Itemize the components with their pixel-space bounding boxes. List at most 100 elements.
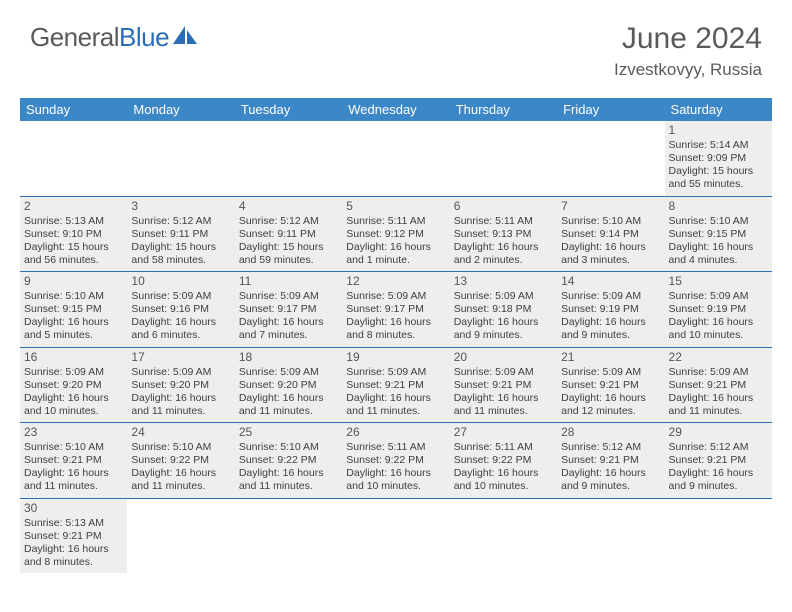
day-header-friday: Friday — [557, 98, 664, 121]
day-cell: 27Sunrise: 5:11 AMSunset: 9:22 PMDayligh… — [450, 423, 557, 498]
day-number: 6 — [454, 199, 553, 214]
empty-cell — [235, 499, 342, 574]
daylight-text: Daylight: 16 hours and 9 minutes. — [454, 316, 553, 342]
daylight-text: Daylight: 16 hours and 7 minutes. — [239, 316, 338, 342]
sunset-text: Sunset: 9:21 PM — [561, 454, 660, 467]
sunrise-text: Sunrise: 5:12 AM — [131, 215, 230, 228]
day-number: 10 — [131, 274, 230, 289]
day-number: 24 — [131, 425, 230, 440]
sunrise-text: Sunrise: 5:12 AM — [669, 441, 768, 454]
daylight-text: Daylight: 16 hours and 10 minutes. — [24, 392, 123, 418]
sunset-text: Sunset: 9:20 PM — [24, 379, 123, 392]
sunset-text: Sunset: 9:22 PM — [454, 454, 553, 467]
day-cell: 13Sunrise: 5:09 AMSunset: 9:18 PMDayligh… — [450, 272, 557, 347]
daylight-text: Daylight: 16 hours and 9 minutes. — [669, 467, 768, 493]
sunrise-text: Sunrise: 5:10 AM — [561, 215, 660, 228]
daylight-text: Daylight: 16 hours and 11 minutes. — [131, 467, 230, 493]
sunrise-text: Sunrise: 5:09 AM — [561, 366, 660, 379]
day-cell: 19Sunrise: 5:09 AMSunset: 9:21 PMDayligh… — [342, 348, 449, 423]
day-cell: 23Sunrise: 5:10 AMSunset: 9:21 PMDayligh… — [20, 423, 127, 498]
daylight-text: Daylight: 16 hours and 12 minutes. — [561, 392, 660, 418]
day-number: 8 — [669, 199, 768, 214]
location: Izvestkovyy, Russia — [614, 60, 762, 80]
daylight-text: Daylight: 16 hours and 11 minutes. — [24, 467, 123, 493]
day-number: 26 — [346, 425, 445, 440]
sunset-text: Sunset: 9:11 PM — [239, 228, 338, 241]
daylight-text: Daylight: 16 hours and 9 minutes. — [561, 316, 660, 342]
empty-cell — [342, 499, 449, 574]
daylight-text: Daylight: 16 hours and 10 minutes. — [669, 316, 768, 342]
sunset-text: Sunset: 9:21 PM — [346, 379, 445, 392]
sunset-text: Sunset: 9:17 PM — [346, 303, 445, 316]
day-cell: 2Sunrise: 5:13 AMSunset: 9:10 PMDaylight… — [20, 197, 127, 272]
sunset-text: Sunset: 9:20 PM — [239, 379, 338, 392]
sunset-text: Sunset: 9:22 PM — [239, 454, 338, 467]
daylight-text: Daylight: 15 hours and 56 minutes. — [24, 241, 123, 267]
sunrise-text: Sunrise: 5:09 AM — [454, 366, 553, 379]
day-header-sunday: Sunday — [20, 98, 127, 121]
sunrise-text: Sunrise: 5:09 AM — [346, 290, 445, 303]
daylight-text: Daylight: 16 hours and 11 minutes. — [346, 392, 445, 418]
sunrise-text: Sunrise: 5:14 AM — [669, 139, 768, 152]
day-cell: 5Sunrise: 5:11 AMSunset: 9:12 PMDaylight… — [342, 197, 449, 272]
day-cell: 8Sunrise: 5:10 AMSunset: 9:15 PMDaylight… — [665, 197, 772, 272]
sunrise-text: Sunrise: 5:09 AM — [561, 290, 660, 303]
sunset-text: Sunset: 9:22 PM — [346, 454, 445, 467]
daylight-text: Daylight: 16 hours and 3 minutes. — [561, 241, 660, 267]
title-block: June 2024 Izvestkovyy, Russia — [614, 22, 762, 80]
empty-cell — [342, 121, 449, 196]
day-number: 17 — [131, 350, 230, 365]
sunrise-text: Sunrise: 5:09 AM — [669, 290, 768, 303]
day-number: 2 — [24, 199, 123, 214]
sunset-text: Sunset: 9:14 PM — [561, 228, 660, 241]
day-number: 29 — [669, 425, 768, 440]
sunset-text: Sunset: 9:17 PM — [239, 303, 338, 316]
empty-cell — [557, 121, 664, 196]
sunrise-text: Sunrise: 5:10 AM — [24, 290, 123, 303]
empty-cell — [127, 499, 234, 574]
sunset-text: Sunset: 9:12 PM — [346, 228, 445, 241]
daylight-text: Daylight: 16 hours and 6 minutes. — [131, 316, 230, 342]
sunrise-text: Sunrise: 5:10 AM — [24, 441, 123, 454]
day-cell: 9Sunrise: 5:10 AMSunset: 9:15 PMDaylight… — [20, 272, 127, 347]
day-cell: 14Sunrise: 5:09 AMSunset: 9:19 PMDayligh… — [557, 272, 664, 347]
logo-text-2: Blue — [119, 22, 169, 53]
logo-sail-icon — [171, 24, 199, 46]
daylight-text: Daylight: 16 hours and 11 minutes. — [239, 467, 338, 493]
day-cell: 16Sunrise: 5:09 AMSunset: 9:20 PMDayligh… — [20, 348, 127, 423]
empty-cell — [665, 499, 772, 574]
header: GeneralBlue June 2024 Izvestkovyy, Russi… — [0, 0, 792, 90]
sunrise-text: Sunrise: 5:09 AM — [239, 366, 338, 379]
day-header-tuesday: Tuesday — [235, 98, 342, 121]
day-number: 15 — [669, 274, 768, 289]
sunrise-text: Sunrise: 5:10 AM — [669, 215, 768, 228]
day-cell: 30Sunrise: 5:13 AMSunset: 9:21 PMDayligh… — [20, 499, 127, 574]
daylight-text: Daylight: 16 hours and 11 minutes. — [131, 392, 230, 418]
sunset-text: Sunset: 9:21 PM — [24, 454, 123, 467]
sunrise-text: Sunrise: 5:12 AM — [239, 215, 338, 228]
day-number: 28 — [561, 425, 660, 440]
sunrise-text: Sunrise: 5:10 AM — [239, 441, 338, 454]
empty-cell — [557, 499, 664, 574]
day-cell: 22Sunrise: 5:09 AMSunset: 9:21 PMDayligh… — [665, 348, 772, 423]
day-number: 14 — [561, 274, 660, 289]
sunrise-text: Sunrise: 5:09 AM — [239, 290, 338, 303]
sunset-text: Sunset: 9:21 PM — [454, 379, 553, 392]
day-number: 7 — [561, 199, 660, 214]
day-cell: 1Sunrise: 5:14 AMSunset: 9:09 PMDaylight… — [665, 121, 772, 196]
day-number: 18 — [239, 350, 338, 365]
daylight-text: Daylight: 16 hours and 8 minutes. — [24, 543, 123, 569]
day-cell: 21Sunrise: 5:09 AMSunset: 9:21 PMDayligh… — [557, 348, 664, 423]
sunrise-text: Sunrise: 5:11 AM — [346, 441, 445, 454]
day-header-monday: Monday — [127, 98, 234, 121]
sunset-text: Sunset: 9:19 PM — [561, 303, 660, 316]
sunset-text: Sunset: 9:18 PM — [454, 303, 553, 316]
daylight-text: Daylight: 15 hours and 55 minutes. — [669, 165, 768, 191]
page-title: June 2024 — [614, 22, 762, 56]
sunset-text: Sunset: 9:09 PM — [669, 152, 768, 165]
day-number: 5 — [346, 199, 445, 214]
week-row: 23Sunrise: 5:10 AMSunset: 9:21 PMDayligh… — [20, 423, 772, 499]
day-cell: 28Sunrise: 5:12 AMSunset: 9:21 PMDayligh… — [557, 423, 664, 498]
sunset-text: Sunset: 9:21 PM — [24, 530, 123, 543]
day-number: 19 — [346, 350, 445, 365]
